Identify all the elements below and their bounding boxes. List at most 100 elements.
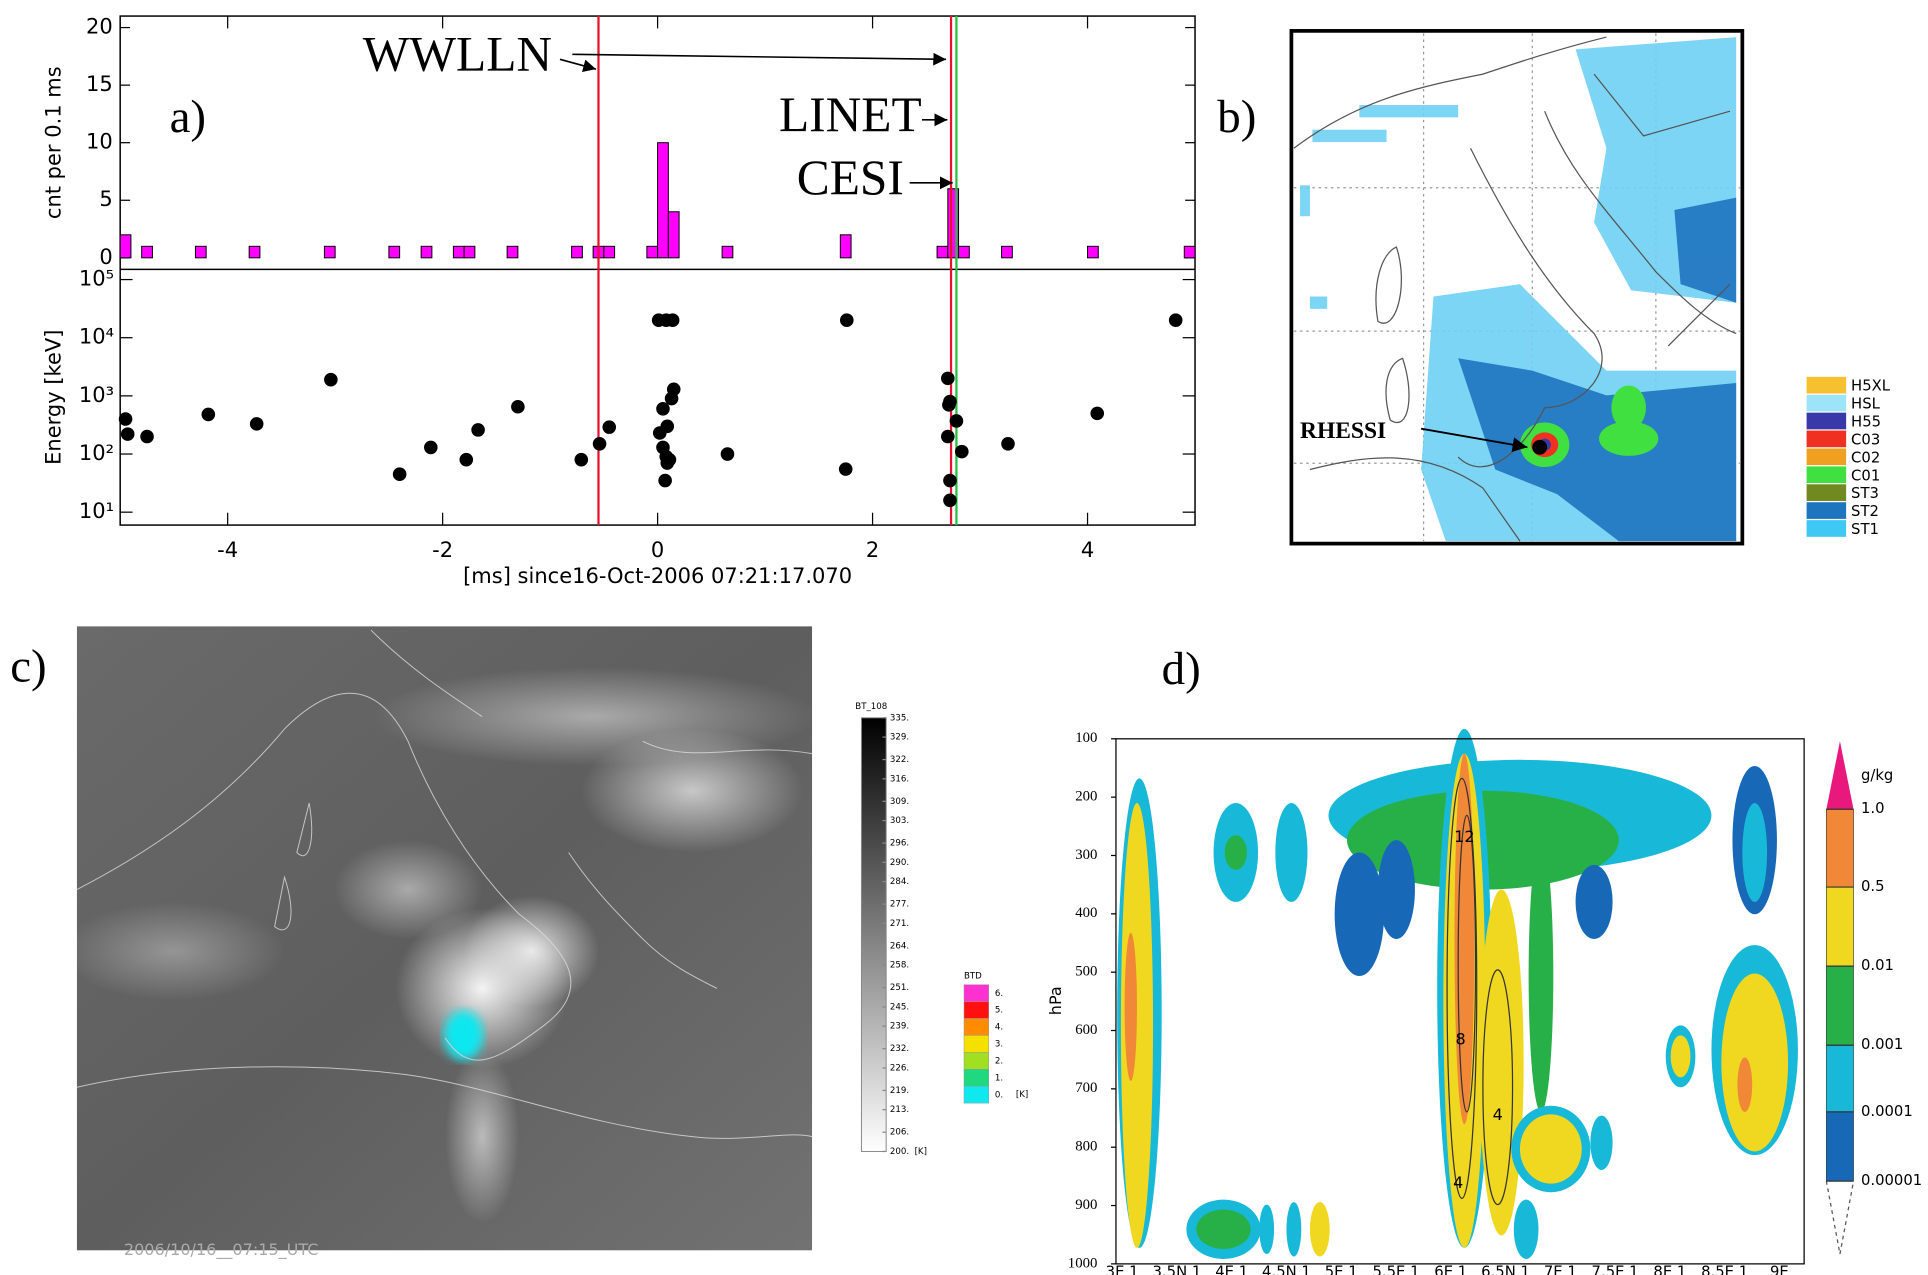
contour-label: 8 — [1456, 1030, 1466, 1049]
x-tick-label: 5E 1 — [1325, 1264, 1358, 1275]
x-axis-label: [ms] since16-Oct-2006 07:21:17.070 — [463, 564, 852, 588]
histogram-bar — [1001, 245, 1013, 259]
y-tick-label: 0 — [99, 245, 112, 269]
x-tick-label: 7E 1 — [1544, 1264, 1577, 1275]
histogram-bar — [323, 245, 336, 259]
x-tick-label: 5.5E 1 — [1372, 1264, 1419, 1275]
histogram-bar — [1183, 245, 1196, 259]
legend-label: 3. — [995, 1040, 1003, 1050]
legend-title: BTD — [964, 972, 982, 982]
rhessi-arrow — [1420, 427, 1528, 452]
colorbar-label: 226. — [890, 1063, 909, 1073]
histogram-bar — [657, 142, 669, 259]
legend-label: HSL — [1851, 396, 1881, 413]
legend-swatch — [1806, 412, 1847, 430]
x-tick-label: 2 — [866, 538, 879, 562]
panel-b-map — [1289, 29, 1745, 546]
colorbar-label: 206. — [890, 1128, 909, 1138]
colorbar-label: 251. — [890, 983, 909, 993]
field-region — [1377, 840, 1415, 939]
colorbar-label: 290. — [890, 858, 909, 868]
field-region — [1575, 864, 1613, 939]
legend-label: 2. — [995, 1057, 1003, 1067]
legend-label: ST3 — [1851, 485, 1879, 502]
panel-label: b) — [1217, 91, 1256, 143]
y-tick-label: 10⁵ — [79, 267, 114, 291]
legend-swatch — [963, 1052, 989, 1070]
scatter-point — [249, 417, 264, 431]
legend-label: C01 — [1851, 467, 1880, 484]
contour-line — [1482, 969, 1514, 1206]
histogram-bar — [388, 245, 401, 259]
contour-label: 12 — [1454, 827, 1474, 846]
scatter-point — [949, 414, 964, 428]
legend-label: 1. — [995, 1073, 1003, 1083]
event-arrow — [559, 58, 597, 72]
x-tick-label: 9E — [1770, 1264, 1789, 1275]
field-region — [1513, 1199, 1539, 1259]
scatter-point — [511, 399, 525, 414]
histogram-bar — [646, 245, 659, 259]
timestamp: 2006/10/16__07:15_UTC — [124, 1240, 319, 1260]
scatter-point — [660, 456, 675, 470]
legend-swatch — [1806, 502, 1847, 519]
field-region — [1742, 803, 1768, 902]
field-region — [1275, 803, 1308, 902]
histogram-bar — [721, 245, 734, 259]
x-tick-label: 6.5N 1 — [1481, 1264, 1530, 1275]
legend-swatch — [1806, 466, 1847, 484]
x-tick-label: 8E 1 — [1653, 1264, 1686, 1275]
colorbar-label: 284. — [890, 877, 909, 887]
y-tick-label: 10¹ — [79, 499, 114, 523]
colorbar-label: 219. — [890, 1086, 909, 1096]
colorbar-label: 239. — [890, 1022, 909, 1032]
colorbar-label: 264. — [890, 941, 909, 951]
contour-label: 4 — [1493, 1105, 1503, 1124]
histogram-bar — [506, 245, 519, 259]
y-tick-label: 10³ — [79, 383, 114, 407]
colorbar-label: 271. — [890, 919, 909, 929]
x-tick-label: 3E 1 — [1106, 1264, 1139, 1275]
legend-label: C03 — [1851, 431, 1880, 448]
x-tick-label: 3.5N 1 — [1153, 1264, 1202, 1275]
field-region — [1124, 932, 1137, 1082]
colorbar-band — [1826, 1111, 1854, 1182]
y-axis-label: hPa — [1046, 986, 1065, 1015]
y-tick-label: 500 — [1075, 964, 1097, 980]
histogram-bar — [571, 245, 583, 259]
scatter-point — [660, 419, 675, 434]
legend-label: 6. — [995, 989, 1003, 999]
colorbar-label: 232. — [890, 1044, 909, 1054]
legend-swatch — [963, 1001, 989, 1019]
contour-line — [1446, 777, 1478, 1200]
scatter-point — [324, 372, 338, 387]
scatter-point — [941, 371, 955, 386]
colorbar-label: 322. — [890, 755, 909, 765]
histogram-bar — [603, 245, 616, 259]
field-region — [1721, 973, 1789, 1152]
colorbar-label: 1.0 — [1861, 800, 1885, 817]
event-arrow — [572, 52, 947, 66]
histogram-bar — [958, 245, 970, 259]
y-tick-label: 15 — [86, 72, 113, 96]
histogram-bar — [141, 245, 153, 259]
scatter-point — [1001, 436, 1015, 451]
field-region — [1224, 835, 1247, 870]
histogram-bar — [452, 245, 465, 259]
histogram-bar — [248, 245, 261, 259]
histogram-bar — [839, 234, 852, 259]
y-tick-label: 5 — [99, 187, 112, 211]
scatter-point — [658, 473, 672, 488]
scatter-point — [656, 401, 670, 416]
x-tick-label: 8.5E 1 — [1701, 1264, 1748, 1275]
event-label: CESI — [797, 150, 904, 205]
event-label: WWLLN — [363, 27, 552, 82]
scatter-point — [120, 427, 135, 441]
scatter-point — [592, 436, 607, 451]
colorbar-band — [1826, 965, 1854, 1046]
scatter-point — [943, 493, 957, 508]
scatter-point — [943, 473, 957, 488]
colorbar-title: g/kg — [1861, 767, 1893, 784]
y-tick-label: 1000 — [1068, 1255, 1098, 1271]
colorbar-label: 258. — [890, 961, 909, 971]
